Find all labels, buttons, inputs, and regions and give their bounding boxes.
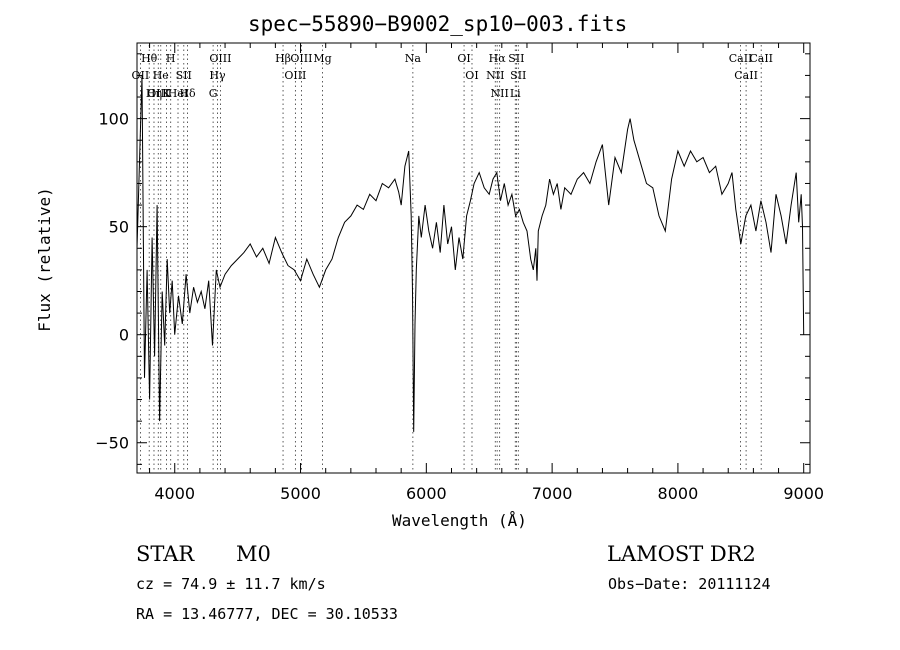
y-tick-label: 0 bbox=[119, 326, 129, 345]
line-label: Li bbox=[510, 87, 521, 100]
line-label: H bbox=[166, 52, 176, 65]
coordinates: RA = 13.46777, DEC = 30.10533 bbox=[136, 605, 398, 623]
line-label: OIII bbox=[209, 52, 231, 65]
y-axis-label: Flux (relative) bbox=[34, 187, 54, 332]
line-label: Hδ bbox=[179, 87, 196, 100]
line-label: HeI bbox=[168, 87, 188, 100]
axes: 4000 5000 6000 7000 8000 9000 −50 0 50 100 bbox=[95, 43, 824, 503]
line-label: Hγ bbox=[209, 69, 226, 82]
chart-title: spec−55890−B9002_sp10−003.fits bbox=[248, 12, 628, 36]
object-subclass: M0 bbox=[236, 542, 271, 566]
spectral-line-markers bbox=[139, 45, 762, 471]
line-label: K bbox=[162, 87, 171, 100]
line-label: CaII bbox=[749, 52, 773, 65]
line-label: SII bbox=[508, 52, 524, 65]
survey-name: LAMOST DR2 bbox=[607, 542, 756, 566]
x-tick-label: 5000 bbox=[280, 484, 321, 503]
line-label: Hβ bbox=[275, 52, 291, 65]
y-tick-label: 100 bbox=[98, 110, 129, 129]
object-class: STAR bbox=[136, 542, 195, 566]
line-label: OIII bbox=[284, 69, 306, 82]
line-label: NII bbox=[486, 69, 504, 82]
line-label: SII bbox=[176, 69, 192, 82]
redshift-velocity: cz = 74.9 ± 11.7 km/s bbox=[136, 575, 326, 593]
line-label: OIII bbox=[290, 52, 312, 65]
plot-frame bbox=[136, 42, 811, 474]
line-label: OI bbox=[465, 69, 478, 82]
x-tick-label: 7000 bbox=[532, 484, 573, 503]
x-tick-label: 9000 bbox=[783, 484, 824, 503]
line-label: G bbox=[209, 87, 218, 100]
line-label: Mg bbox=[313, 52, 331, 65]
line-label: SII bbox=[510, 69, 526, 82]
y-tick-label: −50 bbox=[95, 434, 129, 453]
line-label: OIII bbox=[147, 87, 169, 100]
flux-line bbox=[136, 75, 805, 432]
flux-series bbox=[136, 75, 805, 432]
line-label: Hθ bbox=[141, 52, 158, 65]
y-tick-label: 50 bbox=[109, 218, 129, 237]
line-label: He bbox=[153, 69, 169, 82]
line-label: Na bbox=[405, 52, 422, 65]
x-tick-label: 6000 bbox=[406, 484, 447, 503]
x-tick-label: 8000 bbox=[658, 484, 699, 503]
line-label: CaII bbox=[734, 69, 758, 82]
x-axis-label: Wavelength (Å) bbox=[392, 511, 527, 530]
line-label: CaII bbox=[729, 52, 753, 65]
line-label: OI bbox=[457, 52, 470, 65]
x-tick-label: 4000 bbox=[154, 484, 195, 503]
line-label: Hη bbox=[146, 87, 162, 100]
line-label: Hα bbox=[489, 52, 507, 65]
observation-date: Obs−Date: 20111124 bbox=[608, 575, 771, 593]
line-label: NII bbox=[491, 87, 509, 100]
